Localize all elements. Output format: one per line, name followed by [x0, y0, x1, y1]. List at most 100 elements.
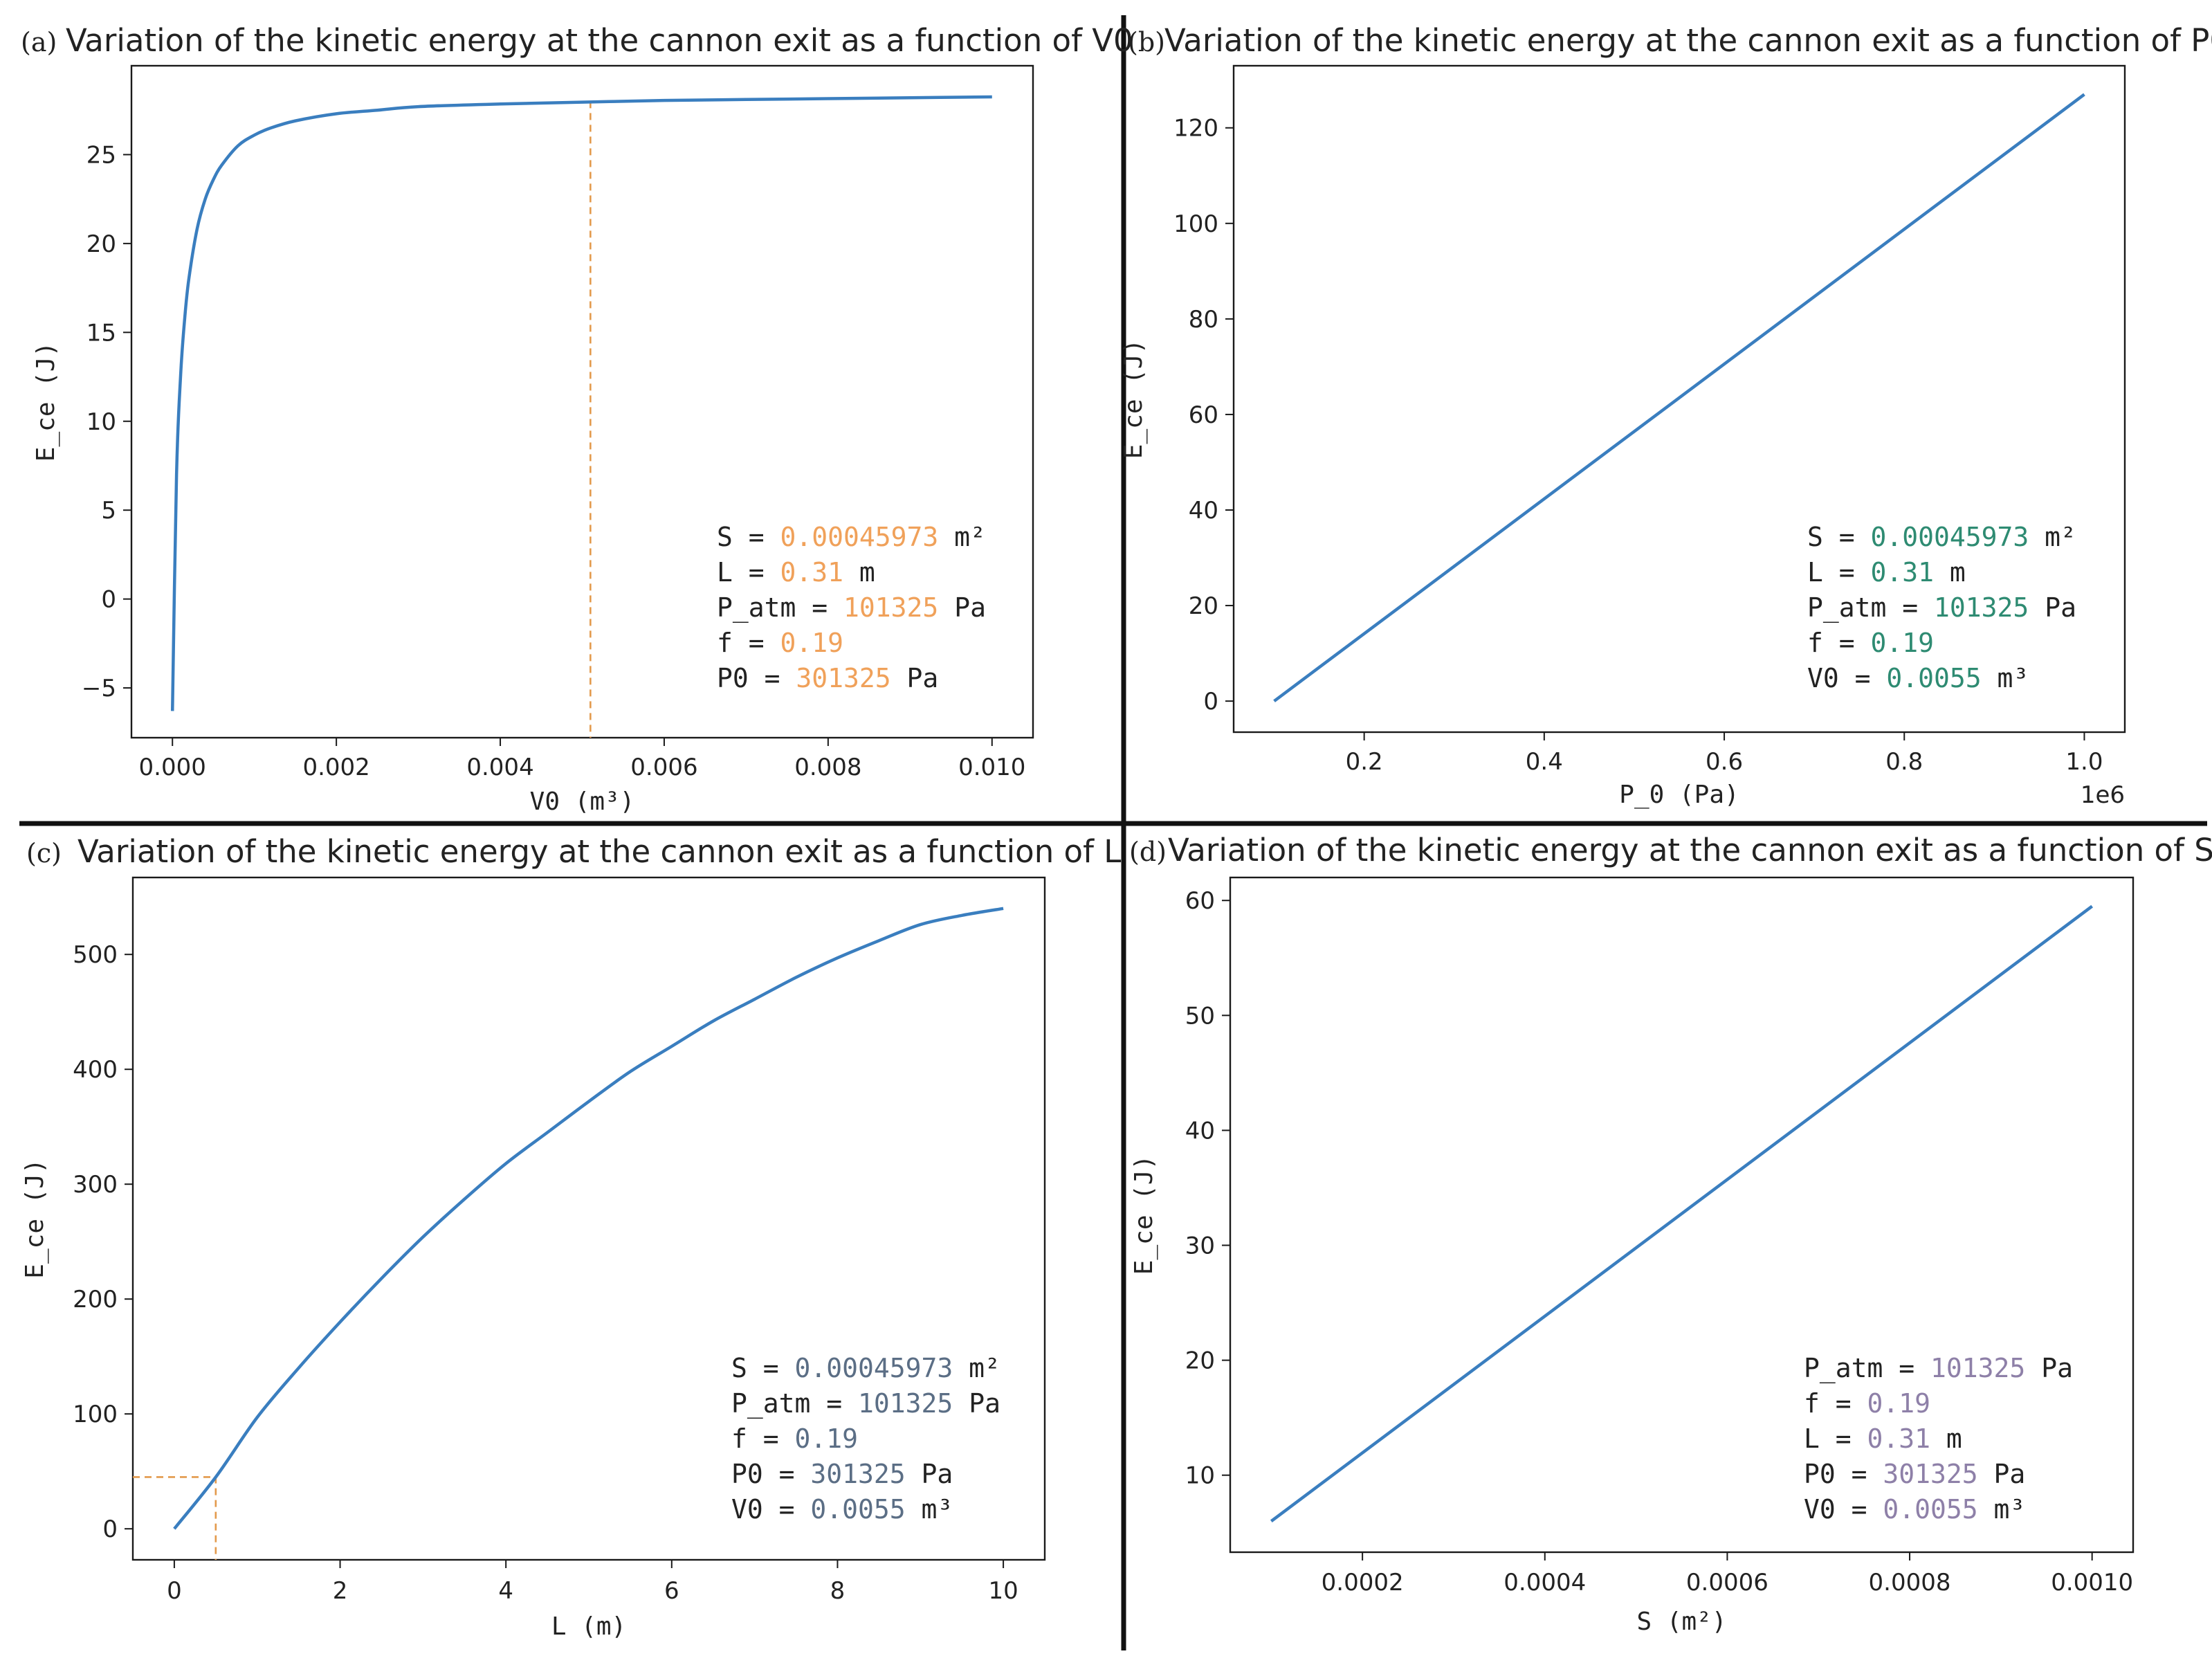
- x-tick-label: 0.6: [1706, 748, 1743, 776]
- param-name: V0 =: [1804, 1494, 1883, 1525]
- chart-title: Variation of the kinetic energy at the c…: [77, 833, 1121, 870]
- param-value: 101325: [858, 1388, 953, 1419]
- param-name: S =: [717, 522, 780, 552]
- y-tick-label: 100: [73, 1401, 118, 1428]
- y-tick-label: 0: [102, 1516, 118, 1543]
- param-value: 0.31: [1871, 557, 1935, 588]
- param-P_atm: P_atm = 101325 Pa: [1804, 1353, 2073, 1384]
- figure-canvas: (a) Variation of the kinetic energy at th…: [0, 0, 2212, 1656]
- x-axis-label: P_0 (Pa): [1619, 781, 1739, 809]
- param-value: 301325: [1883, 1459, 1977, 1489]
- param-name: S =: [1807, 522, 1871, 552]
- param-unit: Pa: [1978, 1459, 2026, 1489]
- y-axis-label: E_ce (J): [21, 1158, 49, 1278]
- param-P0: P0 = 301325 Pa: [717, 663, 938, 693]
- param-unit: m: [1934, 557, 1966, 588]
- param-P0: P0 = 301325 Pa: [1804, 1459, 2025, 1489]
- x-axis-label: S (m²): [1636, 1608, 1726, 1636]
- panel-tag: (a): [21, 27, 57, 57]
- param-unit: m³: [906, 1494, 953, 1525]
- param-name: L =: [1807, 557, 1871, 588]
- y-tick-label: 20: [1185, 1347, 1215, 1375]
- x-axis-label: V0 (m³): [530, 788, 635, 816]
- param-unit: Pa: [938, 592, 986, 623]
- x-tick-label: 0.0006: [1686, 1569, 1768, 1596]
- param-value: 0.00045973: [1871, 522, 2029, 552]
- x-tick-label: 10: [988, 1577, 1018, 1605]
- param-value: 0.19: [795, 1423, 859, 1454]
- y-tick-label: 10: [1185, 1462, 1215, 1490]
- panel-tag: (b): [1128, 27, 1165, 57]
- x-axis-label: L (m): [551, 1612, 626, 1641]
- param-value: 101325: [1930, 1353, 2025, 1383]
- param-name: f =: [717, 628, 780, 658]
- param-unit: Pa: [2029, 592, 2076, 623]
- x-tick-label: 0.8: [1885, 748, 1923, 776]
- param-value: 0.0055: [1883, 1494, 1977, 1525]
- y-tick-label: 50: [1185, 1002, 1215, 1030]
- param-unit: Pa: [953, 1388, 1000, 1419]
- y-tick-label: 60: [1185, 887, 1215, 915]
- param-P_atm: P_atm = 101325 Pa: [717, 592, 986, 624]
- y-tick-label: 20: [1189, 592, 1218, 620]
- chart-title: Variation of the kinetic energy at the c…: [1164, 22, 2212, 59]
- y-axis-label: E_ce (J): [1130, 1155, 1158, 1275]
- param-value: 301325: [796, 663, 890, 693]
- param-unit: m²: [2029, 522, 2076, 552]
- y-tick-label: 60: [1189, 401, 1218, 429]
- y-tick-label: 15: [86, 319, 116, 347]
- param-name: L =: [717, 557, 780, 588]
- y-tick-label: 400: [73, 1056, 118, 1084]
- param-P0: P0 = 301325 Pa: [731, 1459, 953, 1489]
- param-L: L = 0.31 m: [1804, 1423, 1962, 1454]
- y-tick-label: 10: [86, 408, 116, 436]
- param-V0: V0 = 0.0055 m³: [1807, 663, 2029, 693]
- param-name: P_atm =: [717, 592, 843, 624]
- param-value: 0.00045973: [780, 522, 939, 552]
- param-name: S =: [731, 1353, 795, 1383]
- param-value: 0.19: [780, 628, 844, 658]
- param-V0: V0 = 0.0055 m³: [731, 1494, 953, 1525]
- x-tick-label: 0.008: [794, 754, 861, 781]
- x-tick-label: 8: [830, 1577, 846, 1605]
- y-tick-label: 120: [1173, 115, 1218, 143]
- param-unit: m³: [1978, 1494, 2026, 1525]
- param-name: f =: [731, 1423, 795, 1454]
- param-name: P0 =: [717, 663, 796, 693]
- y-tick-label: 80: [1189, 306, 1218, 334]
- panel-tag: (d): [1129, 837, 1167, 867]
- x-tick-label: 0.4: [1526, 748, 1563, 776]
- x-tick-label: 1.0: [2065, 748, 2103, 776]
- param-f: f = 0.19: [1804, 1388, 1930, 1419]
- param-unit: m²: [953, 1353, 1000, 1383]
- y-tick-label: 0: [101, 586, 116, 614]
- param-S: S = 0.00045973 m²: [731, 1353, 1000, 1383]
- param-value: 0.19: [1871, 628, 1935, 658]
- y-axis-label: E_ce (J): [32, 342, 60, 462]
- param-name: P_atm =: [1807, 592, 1934, 624]
- x-tick-label: 0.002: [302, 754, 369, 781]
- x-tick-label: 0.0010: [2051, 1569, 2133, 1596]
- param-S: S = 0.00045973 m²: [717, 522, 986, 552]
- y-tick-label: 200: [73, 1286, 118, 1313]
- y-tick-label: 100: [1173, 210, 1218, 238]
- x-tick-label: 0.0002: [1322, 1569, 1404, 1596]
- param-name: V0 =: [1807, 663, 1886, 693]
- x-tick-label: 4: [498, 1577, 513, 1605]
- param-P_atm: P_atm = 101325 Pa: [1807, 592, 2076, 624]
- chart-title: Variation of the kinetic energy at the c…: [1168, 832, 2212, 868]
- param-P_atm: P_atm = 101325 Pa: [731, 1388, 1000, 1419]
- param-unit: Pa: [2025, 1353, 2073, 1383]
- param-unit: m: [1930, 1423, 1962, 1454]
- y-tick-label: 25: [86, 141, 116, 169]
- y-tick-label: 5: [101, 497, 116, 525]
- param-value: 0.31: [1867, 1423, 1931, 1454]
- param-name: P_atm =: [731, 1388, 858, 1419]
- param-name: f =: [1807, 628, 1871, 658]
- param-L: L = 0.31 m: [1807, 557, 1966, 588]
- panel-tag: (c): [26, 838, 62, 868]
- y-tick-label: 30: [1185, 1232, 1215, 1260]
- param-L: L = 0.31 m: [717, 557, 875, 588]
- param-f: f = 0.19: [731, 1423, 858, 1454]
- y-tick-label: 500: [73, 941, 118, 969]
